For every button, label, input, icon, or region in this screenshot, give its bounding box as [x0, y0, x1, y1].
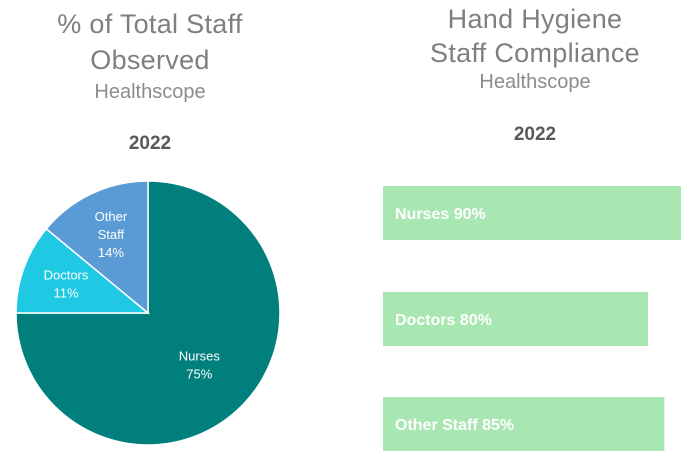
pie-label-nurses: Nurses 75%	[179, 348, 221, 381]
bar-other-staff	[383, 397, 665, 451]
pie-slice-doctors	[15, 227, 151, 314]
bar-chart-title-line1: Hand Hygiene	[447, 4, 623, 34]
pie-chart-subtitle: Healthscope	[94, 81, 206, 103]
pie-label-doctors: Doctors 11%	[44, 268, 89, 301]
bar-chart-title-line2: Staff Compliance	[430, 38, 640, 68]
bar-label-doctors: Doctors 80%	[395, 312, 492, 329]
pie-label-other-staff: Other Staff 14%	[95, 209, 128, 260]
bar-label-other-staff: Other Staff 85%	[395, 417, 514, 434]
pie-slice-nurses	[15, 180, 281, 446]
pie-chart-panel: % of Total Staff Observed Healthscope 20…	[0, 0, 300, 463]
bar-chart-year: 2022	[513, 124, 557, 145]
pie-chart-year: 2022	[128, 133, 172, 154]
bar-doctors	[383, 292, 648, 346]
bar-chart: Nurses 90% Doctors 80% Other Staff 85%	[383, 186, 681, 451]
bar-nurses	[383, 186, 681, 240]
pie-chart-title-line1: % of Total Staff	[57, 9, 243, 39]
bar-chart-subtitle: Healthscope	[479, 71, 591, 93]
pie-slice-other-staff	[45, 180, 149, 315]
bar-label-nurses: Nurses 90%	[395, 206, 486, 223]
bar-chart-panel: Hand Hygiene Staff Compliance Healthscop…	[370, 0, 700, 463]
pie-chart: Nurses 75% Doctors 11%Other Staff 14%	[15, 180, 281, 446]
pie-chart-title-line2: Observed	[90, 45, 210, 75]
